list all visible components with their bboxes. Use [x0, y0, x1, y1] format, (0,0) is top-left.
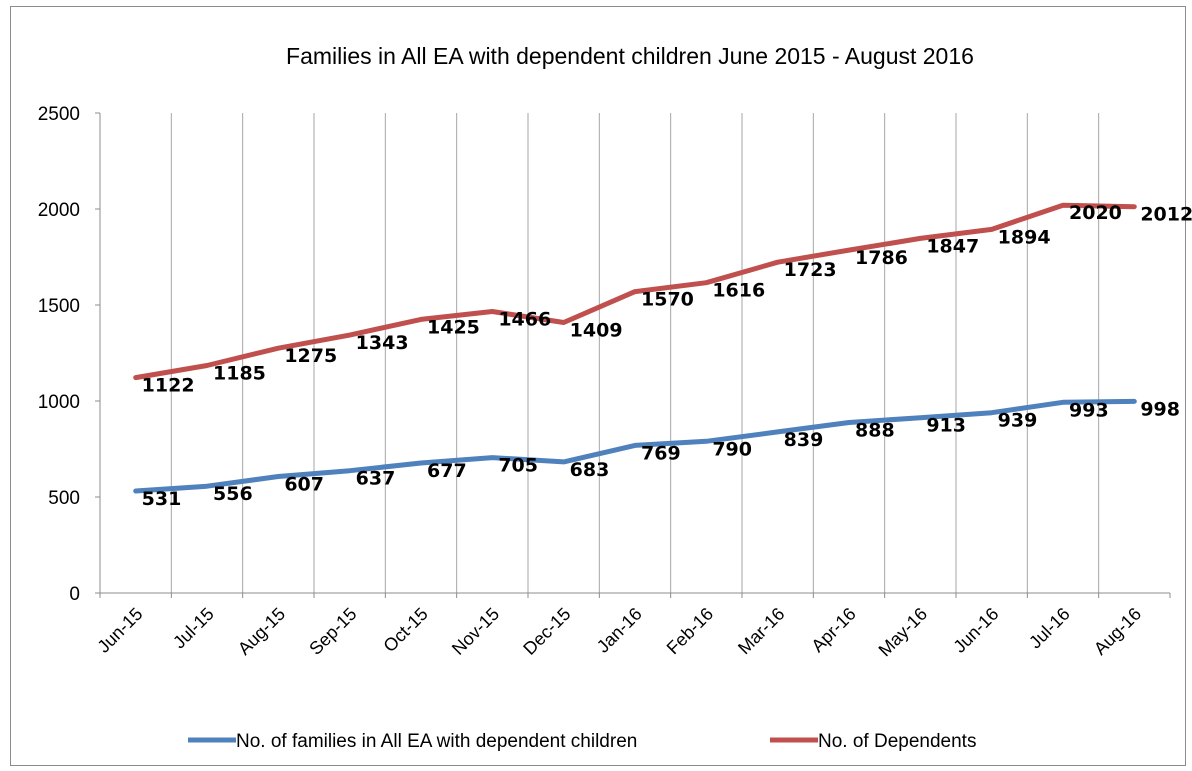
- x-tick-label: Sep-15: [305, 604, 360, 659]
- data-label: 790: [712, 438, 752, 460]
- x-tick-label: Dec-15: [519, 604, 574, 659]
- x-tick-label: Apr-16: [807, 604, 859, 656]
- y-tick-label: 0: [69, 584, 80, 605]
- x-tick-label: Jun-16: [949, 604, 1002, 657]
- data-label: 1847: [926, 235, 979, 257]
- data-label: 888: [855, 420, 895, 442]
- data-label: 705: [498, 455, 538, 477]
- x-tick-label: May-16: [875, 604, 932, 661]
- data-label: 1466: [498, 309, 551, 331]
- series-line-2: [133, 202, 1137, 381]
- y-tick-label: 1500: [38, 296, 80, 317]
- data-label: 769: [641, 442, 681, 464]
- chart-frame: [10, 6, 1186, 766]
- x-tick-label: Nov-15: [448, 604, 503, 659]
- x-tick-label: Aug-15: [234, 604, 289, 659]
- data-label: 1616: [712, 280, 765, 302]
- series-line-1: [133, 398, 1137, 494]
- x-tick-label: Jan-16: [593, 604, 646, 657]
- data-label: 1425: [427, 316, 480, 338]
- data-label: 683: [570, 459, 610, 481]
- series-lines: [133, 202, 1137, 494]
- y-tick-label: 500: [48, 488, 80, 509]
- data-label: 1723: [784, 259, 837, 281]
- x-tick-label: Jul-15: [169, 604, 218, 653]
- data-label: 993: [1069, 399, 1109, 421]
- data-label: 1343: [356, 332, 409, 354]
- data-label: 1894: [998, 226, 1051, 248]
- y-tick-label: 2000: [38, 200, 80, 221]
- legend: No. of families in All EA with dependent…: [188, 731, 976, 752]
- legend-label: No. of families in All EA with dependent…: [236, 731, 637, 752]
- data-label: 1275: [284, 345, 337, 367]
- x-axis: Jun-15 Jul-15 Aug-15 Sep-15 Oct-15 Nov-15 Dec-…: [93, 592, 1171, 661]
- data-label: 1786: [855, 247, 908, 269]
- data-label: 677: [427, 460, 467, 482]
- data-label: 1409: [570, 319, 623, 341]
- data-labels: 531 556 607 637 677 705 683 769 790 839 888 913 939 9…: [142, 202, 1192, 510]
- chart-title: Families in All EA with dependent childr…: [286, 43, 974, 69]
- data-label: 556: [213, 483, 253, 505]
- x-tick-label: Oct-15: [379, 604, 431, 656]
- data-label: 2020: [1069, 202, 1122, 224]
- vertical-gridlines: [170, 113, 1100, 593]
- x-tick-label: Mar-16: [734, 604, 788, 658]
- y-tick-label: 1000: [38, 392, 80, 413]
- data-label: 637: [356, 468, 396, 490]
- data-label: 998: [1140, 398, 1180, 420]
- x-tick-label: Jul-16: [1025, 604, 1074, 653]
- data-label: 1122: [142, 375, 195, 397]
- data-label: 939: [998, 410, 1038, 432]
- data-label: 607: [284, 473, 324, 495]
- x-tick-label: Aug-16: [1090, 604, 1145, 659]
- data-label: 2012: [1140, 204, 1192, 226]
- x-tick-label: Jun-15: [93, 604, 146, 657]
- data-label: 839: [784, 429, 824, 451]
- data-label: 531: [142, 488, 182, 510]
- y-tick-label: 2500: [38, 104, 80, 125]
- legend-label: No. of Dependents: [818, 731, 976, 752]
- data-label: 913: [926, 415, 966, 437]
- y-axis: 0 500 1000 1500 2000 2500: [38, 104, 101, 605]
- data-label: 1185: [213, 362, 266, 384]
- data-label: 1570: [641, 289, 694, 311]
- x-tick-label: Feb-16: [663, 604, 717, 658]
